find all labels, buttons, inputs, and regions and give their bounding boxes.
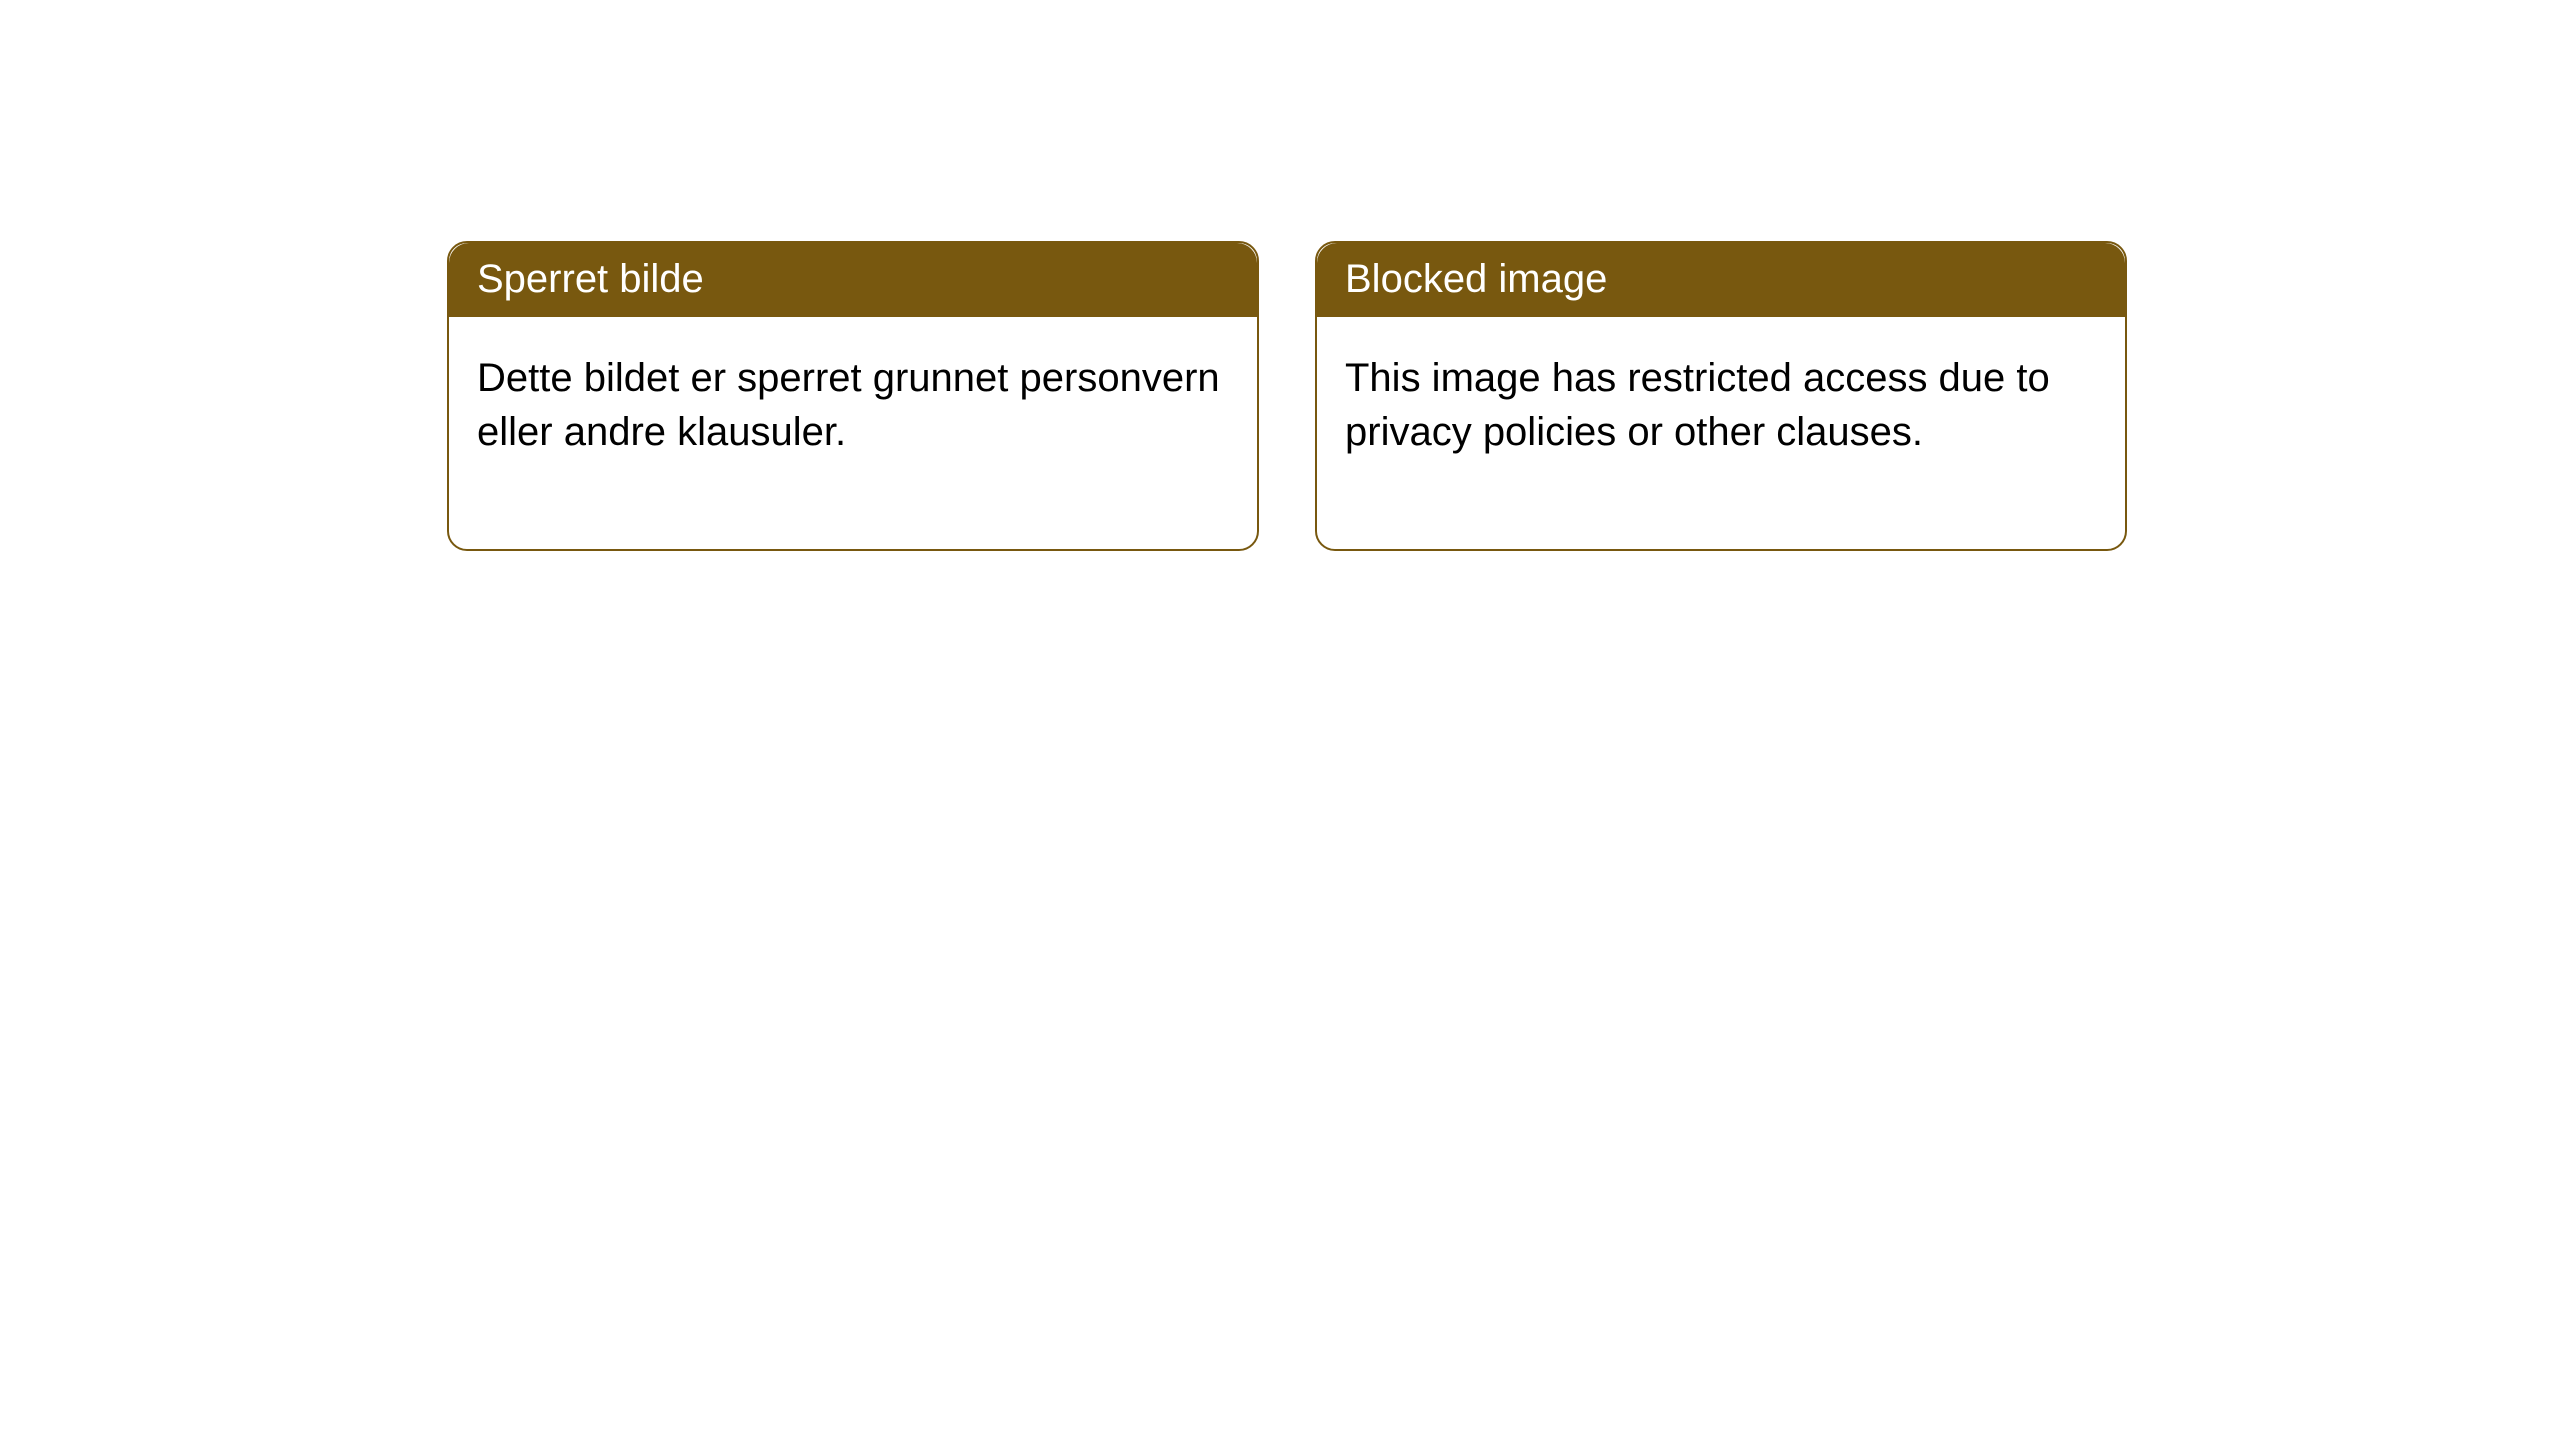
notice-container: Sperret bilde Dette bildet er sperret gr… bbox=[0, 0, 2560, 551]
notice-card-body: Dette bildet er sperret grunnet personve… bbox=[449, 317, 1257, 549]
notice-card-body: This image has restricted access due to … bbox=[1317, 317, 2125, 549]
notice-card-title: Sperret bilde bbox=[449, 243, 1257, 317]
notice-card-title: Blocked image bbox=[1317, 243, 2125, 317]
notice-card-norwegian: Sperret bilde Dette bildet er sperret gr… bbox=[447, 241, 1259, 551]
notice-card-english: Blocked image This image has restricted … bbox=[1315, 241, 2127, 551]
